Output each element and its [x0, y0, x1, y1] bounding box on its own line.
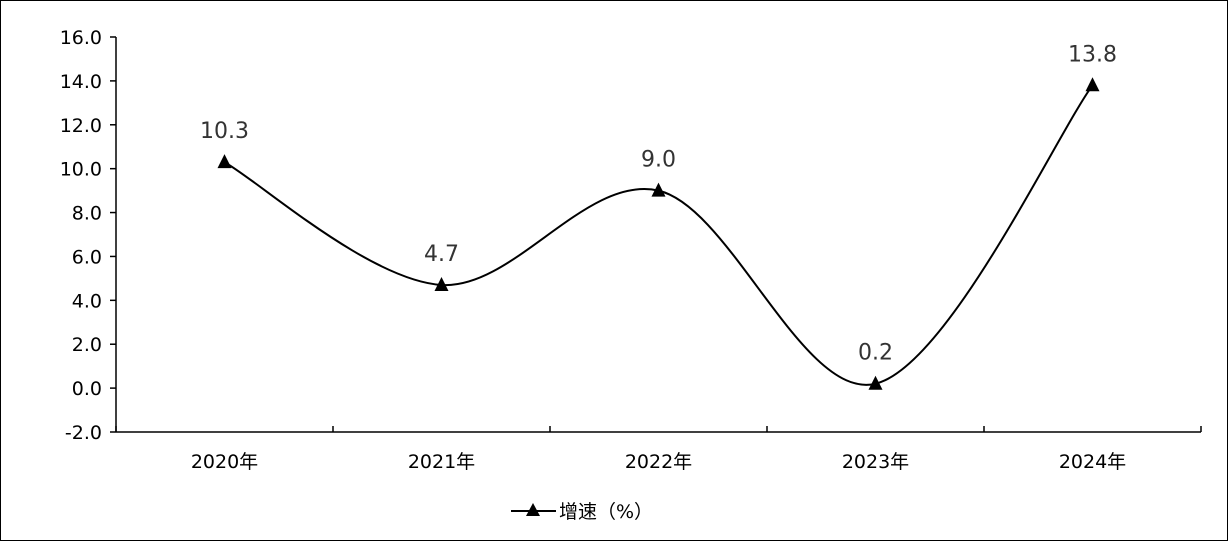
x-tick-label: 2022年: [625, 451, 692, 473]
y-tick-label: 16.0: [60, 27, 102, 49]
x-tick-labels: 2020年 2021年 2022年 2023年 2024年: [191, 451, 1126, 473]
legend: 增速（%）: [511, 501, 653, 523]
legend-label: 增速（%）: [559, 501, 653, 523]
data-label: 13.8: [1068, 42, 1117, 67]
data-point-marker: [868, 375, 883, 390]
data-point-marker: [217, 154, 232, 169]
y-tick-label: 6.0: [72, 246, 102, 268]
data-point-marker: [1085, 77, 1100, 92]
y-tick-label: 8.0: [72, 203, 102, 225]
data-point-marker: [651, 182, 666, 197]
legend-triangle-marker: [526, 503, 540, 516]
data-labels: 10.3 4.7 9.0 0.2 13.8: [200, 42, 1117, 365]
x-tick-label: 2024年: [1059, 451, 1126, 473]
y-tick-label: 10.0: [60, 159, 102, 181]
axes: [110, 36, 1202, 433]
x-tick-label: 2021年: [408, 451, 475, 473]
x-tick-label: 2020年: [191, 451, 258, 473]
data-point-marker: [434, 276, 449, 291]
y-tick-label: 12.0: [60, 115, 102, 137]
data-label: 10.3: [200, 119, 249, 144]
series-markers: [217, 77, 1100, 390]
y-tick-label: 4.0: [72, 290, 102, 312]
data-label: 0.2: [858, 341, 893, 366]
y-tick-label: 14.0: [60, 71, 102, 93]
y-tick-labels: 16.0 14.0 12.0 10.0 8.0 6.0 4.0 2.0 0.0 -2.0: [60, 27, 102, 444]
y-tick-label: -2.0: [65, 422, 102, 444]
series-line: [224, 84, 1094, 386]
data-label: 4.7: [424, 242, 459, 267]
data-label: 9.0: [641, 148, 676, 173]
x-tick-label: 2023年: [842, 451, 909, 473]
y-tick-label: 2.0: [72, 334, 102, 356]
y-tick-label: 0.0: [72, 378, 102, 400]
